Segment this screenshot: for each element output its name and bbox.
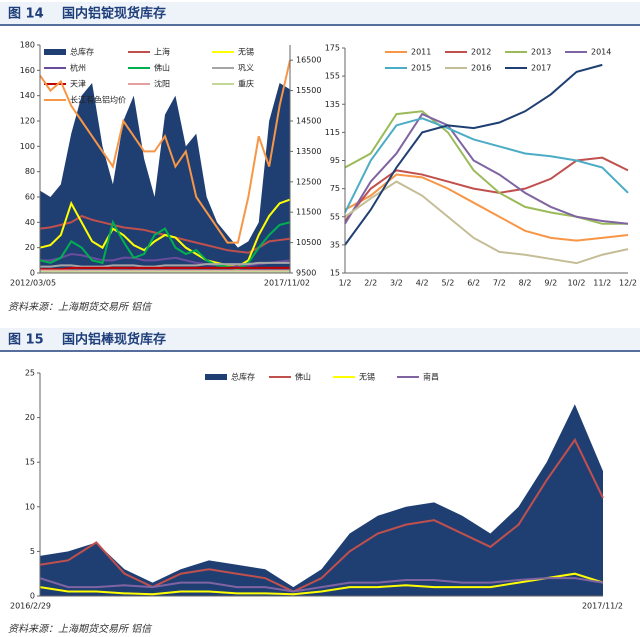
legend-label: 2011 xyxy=(411,48,431,57)
line xyxy=(344,117,629,213)
x-tick-label: 5/2 xyxy=(441,279,454,288)
figure-label: 图 15 xyxy=(8,333,44,348)
figure-label: 图 14 xyxy=(8,7,44,22)
y-tick-label: 135 xyxy=(325,100,340,109)
y-tick-label: 10 xyxy=(25,502,35,511)
legend-label: 总库存 xyxy=(231,372,255,382)
x-tick-label: 8/2 xyxy=(519,279,532,288)
x-tick-label: 6/2 xyxy=(467,279,480,288)
line xyxy=(344,173,629,242)
legend-label: 天津 xyxy=(70,79,86,89)
y2-tick-label: 15500 xyxy=(296,86,321,95)
line xyxy=(39,198,291,268)
y2-tick-label: 14500 xyxy=(296,117,321,126)
legend-label: 杭州 xyxy=(70,63,86,73)
y-tick-label: 0 xyxy=(30,269,35,278)
legend-label: 巩义 xyxy=(238,64,254,73)
x-tick-label: 3/2 xyxy=(390,279,403,288)
y-tick-label: 95 xyxy=(330,156,340,165)
line xyxy=(344,180,629,265)
area xyxy=(40,404,603,596)
y2-tick-label: 12500 xyxy=(296,177,321,186)
y2-tick-label: 13500 xyxy=(296,147,321,156)
header-band xyxy=(0,328,640,350)
y-tick-label: 60 xyxy=(25,193,35,202)
legend-label: 沈阳 xyxy=(154,79,170,89)
y-tick-label: 25 xyxy=(25,369,35,378)
legend-label: 2012 xyxy=(471,48,491,57)
legend-label: 佛山 xyxy=(154,63,170,73)
y-tick-label: 35 xyxy=(330,240,340,249)
y-tick-label: 15 xyxy=(25,458,35,467)
legend-label: 上海 xyxy=(154,47,170,57)
y-tick-label: 120 xyxy=(20,117,35,126)
y-tick-label: 175 xyxy=(325,44,340,53)
y-tick-label: 180 xyxy=(20,41,35,50)
x-tick-label: 7/2 xyxy=(493,279,506,288)
x-tick-label: 2016/2/29 xyxy=(10,602,51,611)
legend-swatch xyxy=(44,49,66,55)
y-tick-label: 100 xyxy=(20,142,35,151)
x-tick-label: 2017/11/2 xyxy=(582,602,623,611)
x-tick-label: 2017/11/02 xyxy=(264,279,310,288)
y-tick-label: 15 xyxy=(330,269,340,278)
y2-tick-label: 11500 xyxy=(296,208,321,217)
line xyxy=(39,572,604,596)
legend-label: 无锡 xyxy=(238,48,254,57)
y-tick-label: 20 xyxy=(25,243,35,252)
x-tick-label: 12/2 xyxy=(619,279,637,288)
x-tick-label: 9/2 xyxy=(544,279,557,288)
legend-label: 佛山 xyxy=(295,372,311,382)
legend-label: 长江有色铝均价 xyxy=(70,95,126,105)
y2-tick-label: 10500 xyxy=(296,238,321,247)
figure-title: 国内铝棒现货库存 xyxy=(62,332,166,348)
x-tick-label: 2/2 xyxy=(364,279,377,288)
y-tick-label: 5 xyxy=(30,547,35,556)
area xyxy=(40,83,290,273)
legend-label: 2013 xyxy=(531,48,551,57)
line xyxy=(39,577,604,593)
line xyxy=(344,112,629,225)
y-tick-label: 75 xyxy=(330,184,340,193)
line xyxy=(40,252,291,268)
legend-label: 2015 xyxy=(411,64,431,73)
legend-label: 南昌 xyxy=(423,372,439,382)
line xyxy=(39,59,291,244)
y-tick-label: 160 xyxy=(20,66,35,75)
y2-tick-label: 9500 xyxy=(296,269,316,278)
line xyxy=(344,63,603,246)
y2-tick-label: 16500 xyxy=(296,56,321,65)
figure-title: 国内铝锭现货库存 xyxy=(62,6,166,22)
y-tick-label: 140 xyxy=(20,91,35,100)
legend-label: 2016 xyxy=(471,64,491,73)
y-tick-label: 0 xyxy=(30,592,35,601)
x-tick-label: 2012/03/05 xyxy=(10,279,56,288)
line xyxy=(39,219,291,271)
y-tick-label: 40 xyxy=(25,218,35,227)
y-tick-label: 80 xyxy=(25,167,35,176)
line xyxy=(39,437,604,593)
legend-label: 2014 xyxy=(591,48,611,57)
header-band xyxy=(0,2,640,24)
line xyxy=(40,261,290,268)
line xyxy=(40,266,290,271)
x-tick-label: 10/2 xyxy=(568,279,586,288)
x-tick-label: 11/2 xyxy=(593,279,611,288)
legend-label: 2017 xyxy=(531,64,551,73)
source: 资料来源：上海期货交易所 铝信 xyxy=(8,623,153,635)
y-tick-label: 55 xyxy=(330,212,340,221)
legend-label: 总库存 xyxy=(70,47,94,57)
y-tick-label: 20 xyxy=(25,413,35,422)
legend-swatch xyxy=(205,374,227,380)
y-tick-label: 155 xyxy=(325,72,340,81)
y-tick-label: 115 xyxy=(325,128,340,137)
x-tick-label: 4/2 xyxy=(416,279,429,288)
legend-label: 重庆 xyxy=(238,79,254,89)
source: 资料来源：上海期货交易所 铝信 xyxy=(8,301,153,313)
x-tick-label: 1/2 xyxy=(339,279,352,288)
legend-label: 无锡 xyxy=(359,373,375,382)
